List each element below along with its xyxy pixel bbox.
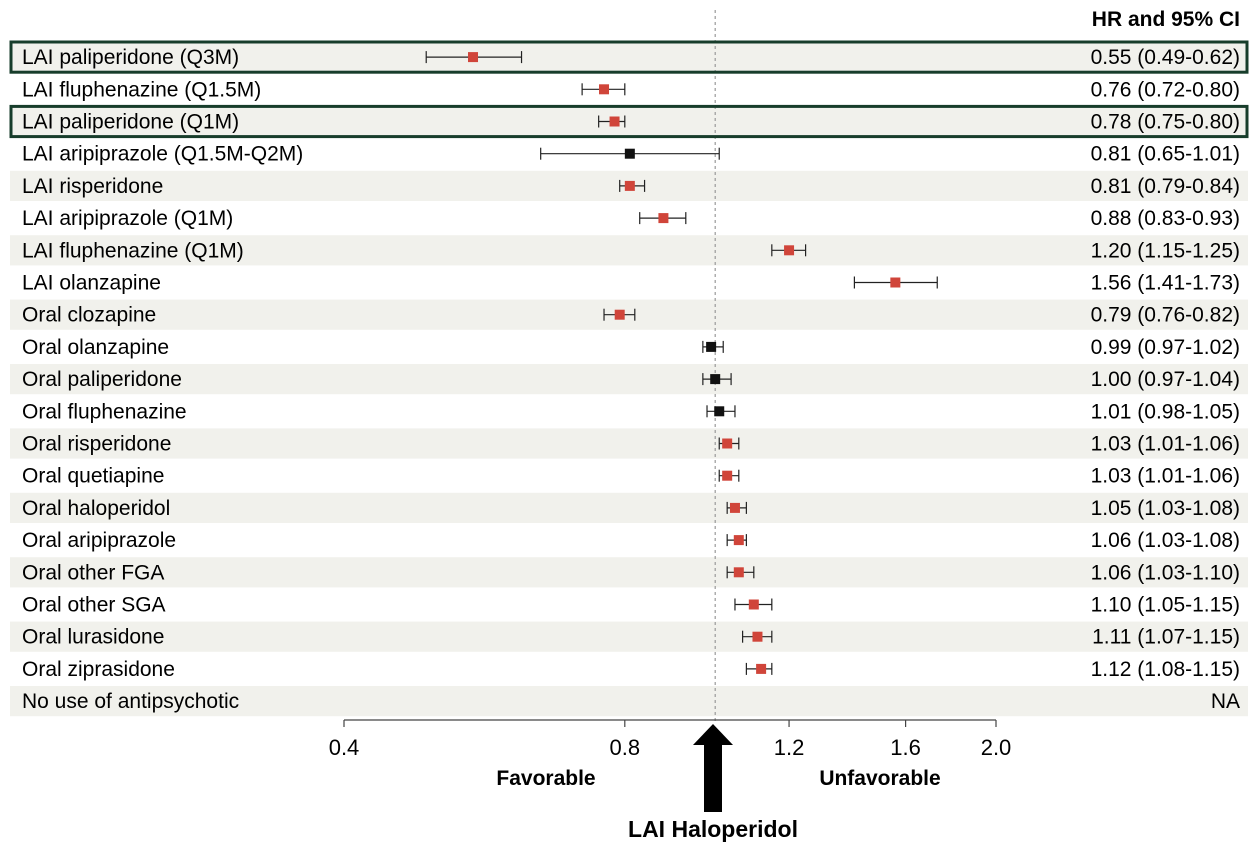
- hr-point: [722, 438, 733, 449]
- ci-value: 1.00 (0.97-1.04): [1091, 368, 1240, 391]
- favorable-label: Favorable: [496, 767, 595, 790]
- highlight-box: [9, 104, 1249, 139]
- hr-point: [609, 116, 620, 127]
- hr-point: [748, 599, 759, 610]
- reference-arrow-icon: [693, 724, 733, 812]
- row-stripe: [10, 106, 1248, 137]
- row-label: LAI fluphenazine (Q1M): [22, 239, 244, 262]
- ci-value: 1.56 (1.41-1.73): [1091, 272, 1240, 295]
- ci-value: NA: [1211, 690, 1240, 713]
- row-label: LAI aripiprazole (Q1M): [22, 207, 233, 230]
- row-label: No use of antipsychotic: [22, 690, 239, 713]
- row-label: LAI paliperidone (Q3M): [22, 46, 239, 69]
- hr-point: [784, 245, 795, 256]
- hr-point: [752, 631, 763, 642]
- row-label: LAI aripiprazole (Q1.5M-Q2M): [22, 143, 303, 166]
- row-stripe: [10, 364, 1248, 395]
- ci-value: 1.12 (1.08-1.15): [1091, 658, 1240, 681]
- ci-value: 0.76 (0.72-0.80): [1091, 78, 1240, 101]
- hr-point: [733, 567, 744, 578]
- row-label: LAI olanzapine: [22, 272, 161, 295]
- hr-point: [733, 535, 744, 546]
- hr-point: [624, 148, 635, 159]
- row-label: Oral other FGA: [22, 561, 164, 584]
- hr-point: [614, 309, 625, 320]
- row-label: Oral risperidone: [22, 433, 171, 456]
- ci-value: 1.03 (1.01-1.06): [1091, 465, 1240, 488]
- row-stripe: [10, 42, 1248, 73]
- hr-point: [722, 470, 733, 481]
- x-tick-label: 1.6: [890, 735, 921, 760]
- ci-value: 1.01 (0.98-1.05): [1091, 400, 1240, 423]
- highlight-box: [9, 40, 1249, 74]
- ci-value: 1.20 (1.15-1.25): [1091, 239, 1240, 262]
- row-label: Oral paliperidone: [22, 368, 182, 391]
- row-label: Oral quetiapine: [22, 465, 164, 488]
- ci-value: 1.03 (1.01-1.06): [1091, 433, 1240, 456]
- row-label: Oral clozapine: [22, 304, 156, 327]
- row-label: LAI paliperidone (Q1M): [22, 111, 239, 134]
- ci-value: 1.05 (1.03-1.08): [1091, 497, 1240, 520]
- x-tick-label: 2.0: [981, 735, 1012, 760]
- row-stripe: [10, 492, 1248, 523]
- row-label: Oral olanzapine: [22, 336, 169, 359]
- row-label: Oral fluphenazine: [22, 400, 187, 423]
- ci-column-header: HR and 95% CI: [1092, 8, 1240, 31]
- ci-value: 1.10 (1.05-1.15): [1091, 594, 1240, 617]
- hr-point: [624, 180, 635, 191]
- hr-point: [729, 502, 740, 513]
- unfavorable-label: Unfavorable: [819, 767, 940, 790]
- ci-value: 0.88 (0.83-0.93): [1091, 207, 1240, 230]
- row-label: Oral ziprasidone: [22, 658, 175, 681]
- ci-value: 0.99 (0.97-1.02): [1091, 336, 1240, 359]
- x-tick-label: 1.2: [774, 735, 805, 760]
- row-label: Oral haloperidol: [22, 497, 170, 520]
- hr-point: [599, 84, 610, 95]
- row-label: LAI risperidone: [22, 175, 163, 198]
- row-stripe: [10, 557, 1248, 588]
- row-label: LAI fluphenazine (Q1.5M): [22, 78, 261, 101]
- reference-label: LAI Haloperidol: [628, 816, 798, 842]
- hr-point: [710, 374, 721, 385]
- row-stripe: [10, 621, 1248, 652]
- row-stripe: [10, 428, 1248, 459]
- hr-point: [714, 406, 725, 417]
- row-label: Oral lurasidone: [22, 626, 164, 649]
- ci-value: 0.79 (0.76-0.82): [1091, 304, 1240, 327]
- hr-point: [468, 52, 479, 63]
- x-tick-label: 0.8: [610, 735, 641, 760]
- ci-value: 1.06 (1.03-1.08): [1091, 529, 1240, 552]
- hr-point: [706, 341, 717, 352]
- hr-point: [658, 213, 669, 224]
- hr-point: [756, 663, 767, 674]
- row-label: Oral aripiprazole: [22, 529, 176, 552]
- row-stripe: [10, 686, 1248, 717]
- ci-value: 0.78 (0.75-0.80): [1091, 111, 1240, 134]
- ci-value: 0.81 (0.65-1.01): [1091, 143, 1240, 166]
- row-label: Oral other SGA: [22, 594, 166, 617]
- ci-value: 1.11 (1.07-1.15): [1092, 626, 1240, 649]
- hr-point: [890, 277, 901, 288]
- x-tick-label: 0.4: [329, 735, 360, 760]
- ci-value: 0.81 (0.79-0.84): [1091, 175, 1240, 198]
- row-stripe: [10, 235, 1248, 266]
- ci-value: 1.06 (1.03-1.10): [1091, 561, 1240, 584]
- ci-value: 0.55 (0.49-0.62): [1091, 46, 1240, 69]
